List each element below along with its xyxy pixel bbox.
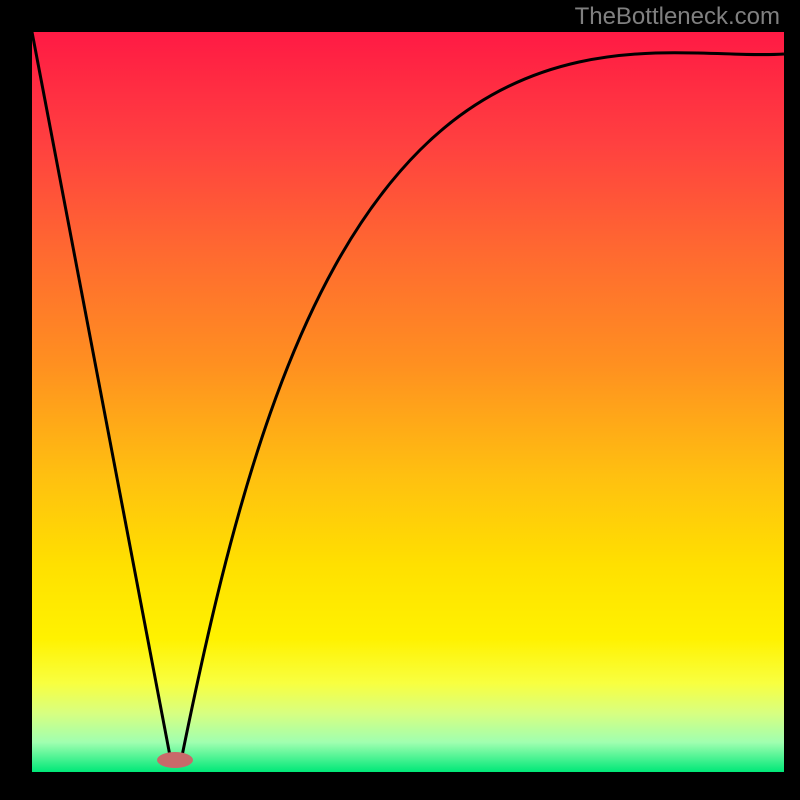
bottleneck-chart: TheBottleneck.com [0,0,800,800]
chart-plot-area [32,32,784,772]
watermark-text: TheBottleneck.com [575,3,780,30]
optimal-marker [157,752,193,768]
